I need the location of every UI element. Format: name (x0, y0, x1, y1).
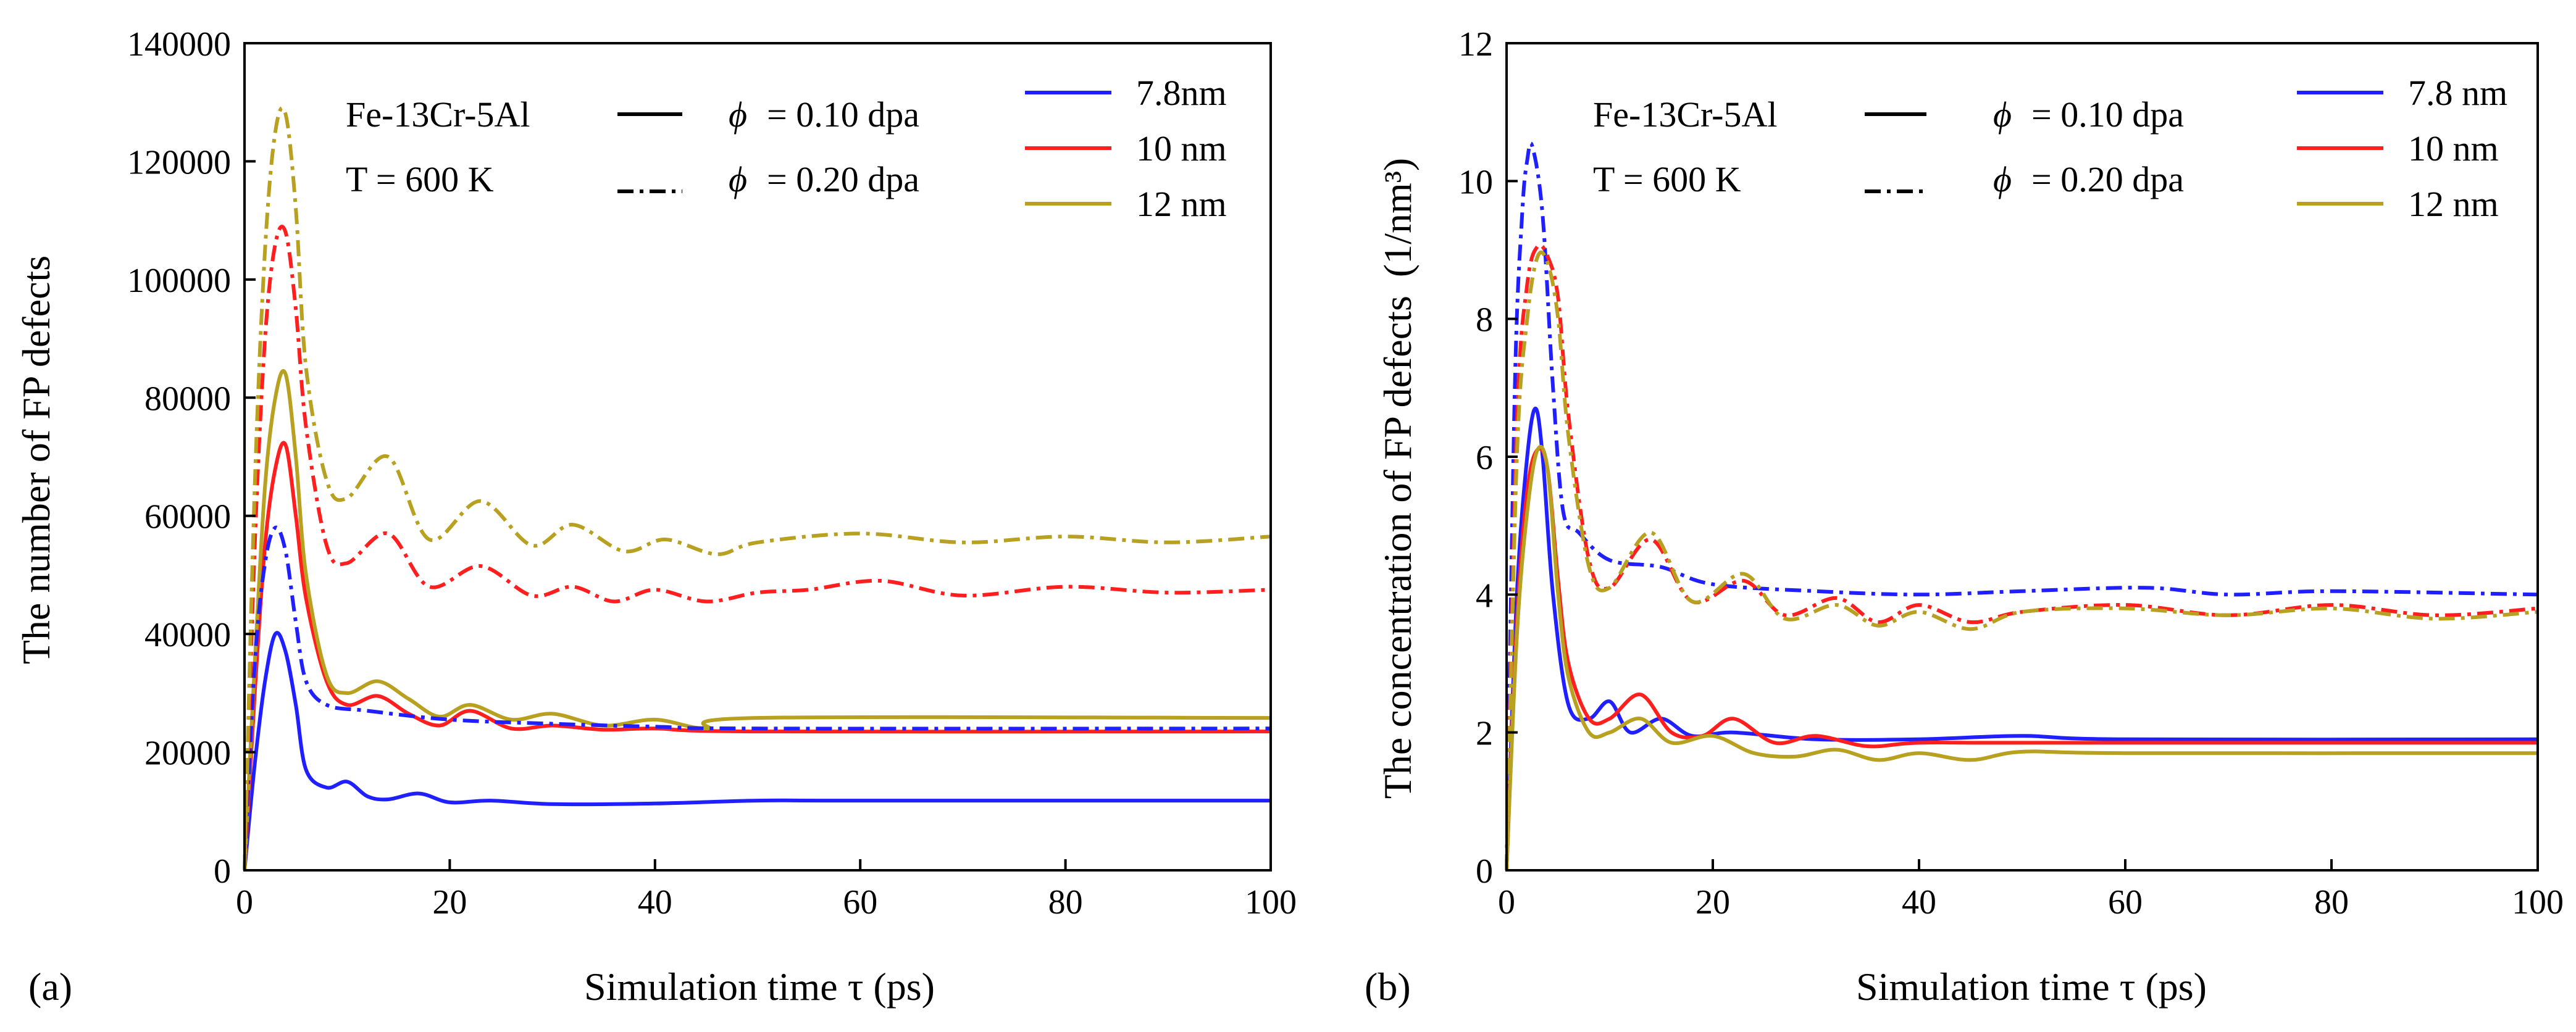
panel-a-series-2 (243, 368, 1271, 871)
panel-a-ytick-label-3: 60000 (144, 498, 231, 536)
panel-b-xtick-label-4: 80 (2314, 883, 2349, 922)
panel-a-dose-solid: = 0.10 dpa (767, 94, 919, 135)
panel-b-xtick-label-3: 60 (2108, 883, 2143, 922)
panel-b-ylabel-unit: (1/nm³) (1376, 158, 1420, 277)
panel-b-ytick-label-0: 0 (1476, 852, 1493, 891)
panel-a-legend-size-1: 7.8nm (1136, 73, 1227, 113)
panel-b-xtick-label-2: 40 (1902, 883, 1936, 922)
panel-b-ytick-label-5: 10 (1458, 163, 1493, 201)
panel-b-series-group (1505, 141, 2538, 871)
panel-b-dose-solid: = 0.10 dpa (2031, 94, 2184, 135)
panel-b-series-5 (1505, 250, 2538, 871)
panel-a-ylabel: The number of FP defects (14, 256, 58, 664)
panel-b-ylabel: The concentration of FP defects (1/nm³) (1376, 158, 1420, 799)
panel-a-xlabel: Simulation time τ (ps) (584, 965, 935, 1009)
panel-a-legend: Fe-13Cr-5Al T = 600 K ϕ = 0.10 dpa ϕ = 0… (346, 73, 1227, 224)
panel-a-xtick-label-4: 80 (1048, 883, 1083, 922)
panel-b-temperature: T = 600 K (1593, 159, 1741, 199)
panel-a-xtick-label-1: 20 (432, 883, 467, 922)
panel-a-label: (a) (28, 965, 72, 1009)
panel-a-series-5 (243, 106, 1271, 871)
panel-b-ytick-label-6: 12 (1458, 25, 1493, 64)
panel-a-series-4 (243, 225, 1271, 871)
panel-b-legend-size-3: 12 nm (2408, 184, 2499, 224)
panel-b-phi-symbol-1: ϕ (1993, 94, 2012, 135)
panel-b-phi-symbol-2: ϕ (1993, 159, 2012, 199)
panel-b-xtick-label-1: 20 (1696, 883, 1730, 922)
panel-b-dose-dashdot: = 0.20 dpa (2031, 159, 2184, 199)
panel-b-ytick-label-4: 8 (1476, 301, 1493, 339)
panel-a: 0 20 40 60 80 100 0 20000 40000 60000 80000 100000 1… (14, 25, 1297, 1009)
panel-b-legend: Fe-13Cr-5Al T = 600 K ϕ = 0.10 dpa ϕ = 0… (1593, 73, 2507, 224)
panel-b-series-4 (1505, 243, 2538, 871)
panel-b-series-2 (1505, 444, 2538, 871)
panel-a-series-0 (243, 631, 1271, 871)
panel-a-series-1 (243, 441, 1271, 871)
panel-a-ytick-label-0: 0 (214, 852, 231, 891)
panel-b-material: Fe-13Cr-5Al (1593, 94, 1777, 135)
panel-b-label: (b) (1365, 965, 1411, 1009)
panel-b-ticks: 0 20 40 60 80 100 0 2 4 6 8 10 12 (1458, 25, 2564, 922)
panel-a-xtick-label-2: 40 (638, 883, 672, 922)
panel-b-series-3 (1505, 141, 2538, 871)
panel-b-ytick-label-1: 2 (1476, 715, 1493, 753)
panel-a-ytick-label-5: 100000 (127, 262, 231, 300)
panel-a-dose-dashdot: = 0.20 dpa (767, 159, 919, 199)
panel-a-material: Fe-13Cr-5Al (346, 94, 530, 135)
panel-b-ytick-label-2: 4 (1476, 576, 1493, 615)
panel-a-temperature: T = 600 K (346, 159, 494, 199)
panel-b-series-1 (1505, 446, 2538, 871)
panel-a-xtick-label-0: 0 (236, 883, 253, 922)
panel-a-xtick-label-5: 100 (1245, 883, 1297, 922)
panel-b-xtick-label-5: 100 (2512, 883, 2564, 922)
panel-b-legend-size-1: 7.8 nm (2408, 73, 2507, 113)
panel-a-ytick-label-4: 80000 (144, 380, 231, 418)
panel-b-legend-size-2: 10 nm (2408, 128, 2499, 169)
panel-a-legend-size-3: 12 nm (1136, 184, 1227, 224)
panel-a-ytick-label-2: 40000 (144, 616, 231, 654)
panel-a-ytick-label-1: 20000 (144, 734, 231, 773)
panel-a-series-group (243, 106, 1271, 871)
panel-a-ticks: 0 20 40 60 80 100 0 20000 40000 60000 80000 100000 1… (127, 25, 1297, 922)
panel-a-phi-symbol-2: ϕ (729, 159, 747, 199)
panel-b-xlabel: Simulation time τ (ps) (1856, 965, 2207, 1009)
panel-b-xtick-label-0: 0 (1498, 883, 1515, 922)
panel-a-ytick-label-6: 120000 (127, 143, 231, 181)
panel-a-phi-symbol-1: ϕ (729, 94, 747, 135)
panel-a-plot-frame (243, 42, 1272, 872)
panel-b-ylabel-text: The concentration of FP defects (1376, 296, 1420, 799)
panel-a-legend-size-2: 10 nm (1136, 128, 1227, 169)
panel-a-ytick-label-7: 140000 (127, 25, 231, 64)
panel-a-xtick-label-3: 60 (843, 883, 877, 922)
panel-a-series-3 (243, 525, 1271, 871)
panel-b-ytick-label-3: 6 (1476, 439, 1493, 477)
panel-b-series-0 (1505, 406, 2538, 871)
panel-b: 0 20 40 60 80 100 0 2 4 6 8 10 12 The concentration … (1365, 25, 2564, 1009)
